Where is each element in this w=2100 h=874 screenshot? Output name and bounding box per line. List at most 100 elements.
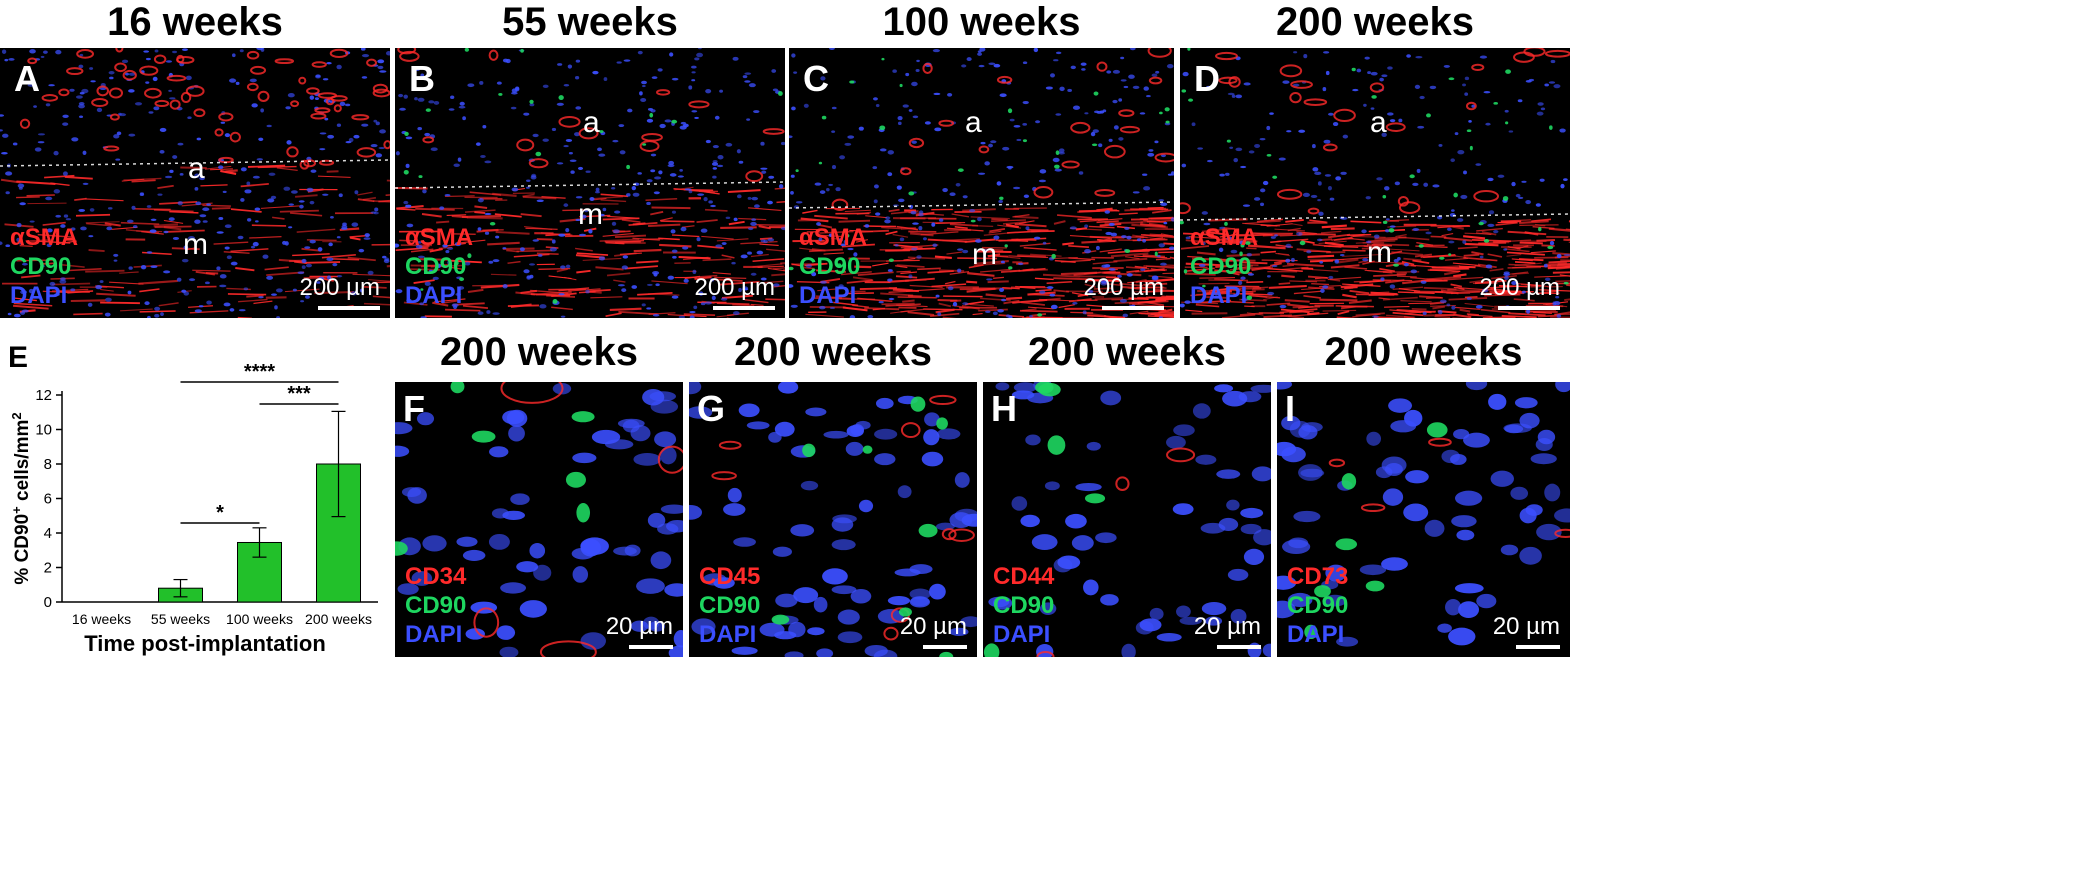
muscle-fiber (1030, 253, 1062, 257)
muscle-fiber (1555, 267, 1570, 270)
cd90-cell (1304, 624, 1318, 640)
nucleus (316, 281, 321, 284)
nucleus (422, 535, 447, 552)
muscle-fiber (970, 216, 1010, 220)
nucleus (309, 200, 315, 205)
nucleus (910, 596, 930, 607)
muscle-fiber (1467, 314, 1493, 318)
muscle-fiber (1487, 253, 1503, 258)
muscle-fiber (1319, 298, 1358, 302)
vessel (929, 394, 957, 406)
nucleus (1022, 61, 1028, 65)
muscle-fiber (1002, 221, 1027, 225)
muscle-fiber (727, 189, 761, 194)
nucleus (985, 310, 991, 314)
vessel (1180, 202, 1191, 215)
nucleus (837, 609, 860, 625)
nucleus (697, 193, 705, 196)
muscle-fiber (590, 296, 623, 299)
muscle-fiber (938, 302, 952, 308)
nucleus (803, 103, 809, 108)
nucleus (37, 133, 45, 136)
nucleus (1414, 84, 1421, 90)
nucleus (454, 242, 462, 247)
nucleus (621, 288, 627, 293)
cd90-cell (1037, 313, 1043, 317)
muscle-fiber (849, 229, 874, 232)
vessel (66, 67, 84, 76)
nucleus (169, 169, 174, 174)
muscle-fiber (100, 288, 114, 292)
nucleus (679, 168, 683, 172)
muscle-fiber (487, 241, 520, 246)
nucleus (995, 382, 1010, 391)
muscle-fiber (720, 280, 760, 286)
media-label: m (578, 198, 603, 231)
nucleus (589, 196, 595, 201)
nucleus (1318, 211, 1324, 216)
nucleus (585, 170, 591, 173)
nucleus (918, 210, 924, 215)
nucleus (918, 226, 923, 231)
muscle-fiber (1512, 272, 1529, 275)
muscle-fiber (767, 267, 785, 272)
nucleus (650, 169, 656, 173)
nucleus (1108, 222, 1115, 226)
nucleus (923, 429, 940, 446)
nucleus (1450, 158, 1455, 163)
nucleus (993, 235, 1000, 240)
nucleus (837, 631, 863, 644)
nucleus (1128, 74, 1135, 79)
muscle-fiber (314, 291, 354, 295)
nucleus (990, 140, 997, 144)
muscle-fiber (251, 224, 287, 227)
muscle-fiber (678, 256, 711, 260)
nucleus (88, 235, 94, 238)
nucleus (532, 133, 539, 138)
nucleus (1526, 309, 1531, 314)
nucleus (1287, 592, 1313, 608)
nucleus (1375, 466, 1393, 479)
y-tick-label: 4 (44, 525, 52, 542)
muscle-fiber (349, 236, 361, 241)
cd90-cell (1388, 228, 1395, 233)
vessel (1033, 186, 1054, 199)
nucleus (1247, 273, 1254, 276)
muscle-fiber (852, 276, 873, 281)
nucleus (1, 152, 8, 155)
muscle-fiber (142, 251, 172, 255)
nucleus (1148, 149, 1154, 152)
nucleus (1298, 464, 1323, 481)
nucleus (603, 77, 608, 82)
nucleus (1462, 240, 1467, 244)
nucleus (406, 298, 412, 302)
nucleus (500, 582, 527, 594)
y-tick-label: 10 (35, 422, 52, 439)
cd90-cell (467, 253, 472, 259)
nucleus (1555, 295, 1560, 299)
muscle-fiber (814, 214, 848, 220)
vessel (193, 108, 206, 118)
muscle-fiber (757, 265, 784, 268)
nucleus (598, 256, 606, 261)
nucleus (283, 186, 291, 191)
nucleus (1167, 173, 1173, 176)
muscle-fiber (701, 235, 734, 240)
nucleus (637, 172, 642, 175)
vessel (153, 54, 167, 65)
nucleus (1248, 150, 1255, 154)
vessel (1119, 125, 1140, 134)
nucleus (163, 230, 169, 234)
nucleus (106, 226, 113, 231)
muscle-fiber (202, 204, 231, 207)
significance-label: **** (244, 361, 275, 383)
nucleus (760, 277, 767, 281)
stain-legend: αSMA CD90 DAPI (405, 224, 474, 309)
nucleus (300, 300, 305, 303)
muscle-fiber (1344, 266, 1368, 270)
nucleus (126, 219, 134, 223)
muscle-fiber (846, 279, 874, 284)
nucleus (1385, 218, 1390, 221)
muscle-fiber (1131, 303, 1162, 307)
muscle-fiber (1385, 279, 1405, 284)
